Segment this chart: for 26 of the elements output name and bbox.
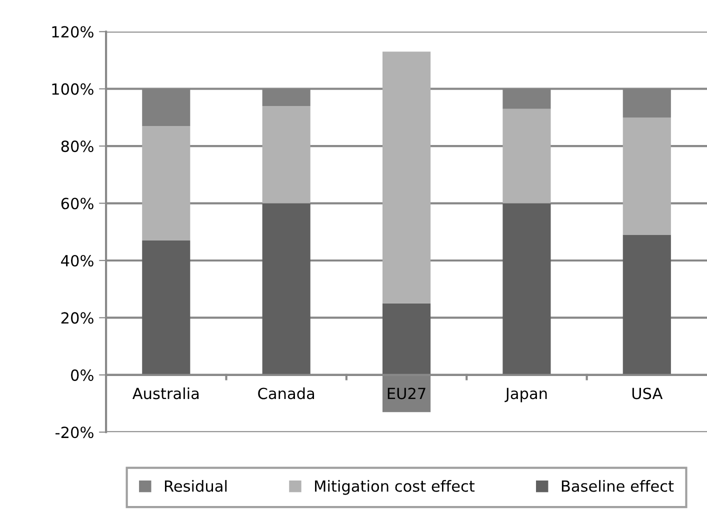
legend-label: Mitigation cost effect <box>315 480 475 495</box>
legend-label: Residual <box>164 480 227 492</box>
bar <box>262 106 310 204</box>
bar <box>502 108 551 204</box>
y-tick-label: 100% <box>52 83 94 95</box>
bar <box>142 240 190 375</box>
y-tick-label: 120% <box>52 26 94 38</box>
y-tick-label: 60% <box>61 198 94 210</box>
bar <box>382 303 431 375</box>
x-tick-label: Japan <box>504 388 547 402</box>
y-tick-label: 0% <box>71 369 94 381</box>
x-tick-label: USA <box>632 388 663 400</box>
y-tick-label: 80% <box>61 140 94 152</box>
bar <box>142 126 190 240</box>
y-tick-label: 20% <box>61 312 94 324</box>
bar <box>622 234 671 375</box>
bar <box>262 203 310 375</box>
y-tick-label: 40% <box>61 254 94 267</box>
bar <box>382 52 431 304</box>
x-tick-label: EU27 <box>388 388 426 400</box>
x-tick-label: Australia <box>132 387 199 400</box>
bar <box>502 203 551 375</box>
x-tick-label: Canada <box>258 387 314 400</box>
bar <box>622 117 671 235</box>
legend-label: Baseline effect <box>562 480 674 492</box>
y-tick-label: -20% <box>56 426 94 438</box>
